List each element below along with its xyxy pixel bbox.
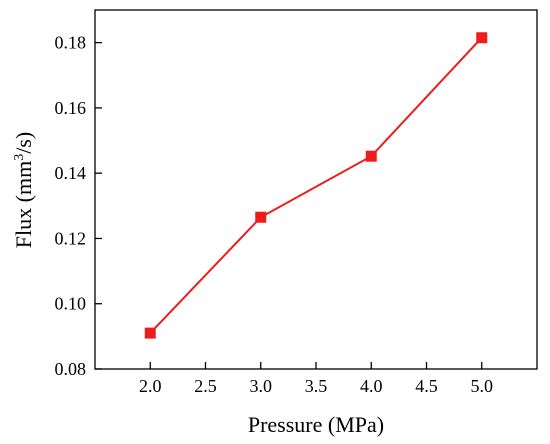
y-axis-title-main: Flux (mm	[11, 161, 36, 248]
axis-ticks	[95, 41, 483, 370]
y-axis-title-superscript: 3	[12, 154, 27, 161]
series-line	[149, 37, 483, 334]
y-tick-label: 0.14	[55, 163, 87, 183]
data-series	[144, 32, 488, 339]
plot-frame	[94, 9, 538, 370]
y-tick-label: 0.16	[55, 98, 87, 118]
x-axis-title: Pressure (MPa)	[248, 412, 384, 437]
x-tick-label: 2.5	[194, 376, 217, 396]
y-tick-label: 0.12	[55, 228, 87, 248]
x-tick-label: 4.5	[415, 376, 438, 396]
data-point-marker	[365, 150, 377, 162]
data-point-marker	[144, 327, 156, 339]
data-point-marker	[255, 211, 267, 223]
y-axis-title: Flux (mm3/s)	[11, 132, 36, 248]
data-point-marker	[476, 32, 488, 44]
x-tick-label: 3.0	[250, 376, 273, 396]
axis-tick-labels: 2.0 2.5 3.0 3.5 4.0 4.5 5.0 0.08 0.10 0.12 0.14 0.1…	[55, 33, 494, 396]
y-tick-label: 0.10	[55, 294, 87, 314]
x-tick-label: 3.5	[305, 376, 328, 396]
y-tick-label: 0.08	[55, 359, 87, 379]
y-axis-title-tail: /s)	[11, 132, 36, 154]
y-tick-label: 0.18	[55, 33, 87, 53]
x-tick-label: 5.0	[471, 376, 494, 396]
x-tick-label: 2.0	[139, 376, 162, 396]
x-tick-label: 4.0	[360, 376, 383, 396]
